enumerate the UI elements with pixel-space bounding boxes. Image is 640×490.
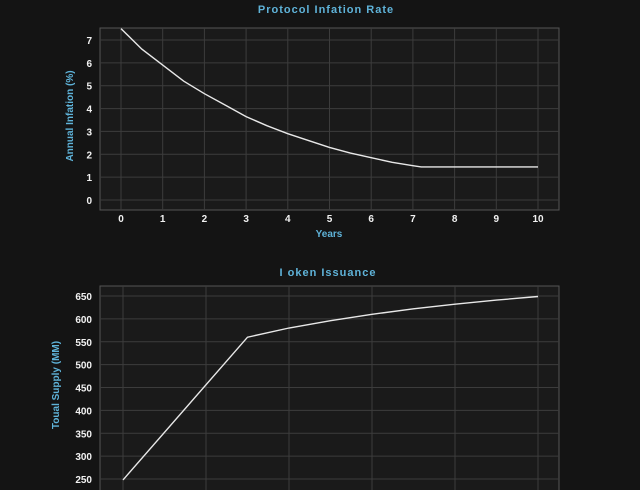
inflation-x-ticks: 0 1 2 3 4 5 6 7 8 9 10 (118, 214, 544, 225)
inflation-chart-title: Protocol Infation Rate (258, 4, 394, 16)
inflation-x-axis-label: Years (316, 229, 343, 240)
issuance-y-axis-label: Toual Supply (MM) (51, 341, 62, 429)
issuance-y-tick-label: 650 (75, 292, 92, 303)
inflation-y-tick-label: 4 (86, 105, 92, 116)
inflation-x-tick-label: 5 (327, 214, 333, 225)
issuance-grid (100, 286, 559, 490)
issuance-y-tick-label: 500 (75, 361, 92, 372)
issuance-y-tick-label: 400 (75, 406, 92, 417)
inflation-grid (100, 28, 559, 210)
inflation-y-ticks: 0 1 2 3 4 5 6 7 (86, 36, 92, 207)
total-supply-line (122, 295, 539, 481)
inflation-x-tick-label: 4 (285, 214, 291, 225)
inflation-x-tick-label: 1 (160, 214, 166, 225)
issuance-y-tick-label: 550 (75, 338, 92, 349)
issuance-chart-title: I oken Issuance (280, 267, 377, 279)
issuance-y-tick-label: 300 (75, 452, 92, 463)
inflation-y-tick-label: 0 (86, 196, 92, 207)
inflation-x-tick-label: 9 (494, 214, 500, 225)
inflation-x-tick-label: 2 (202, 214, 208, 225)
inflation-rate-line (120, 28, 538, 168)
inflation-y-tick-label: 7 (86, 36, 92, 47)
issuance-y-tick-label: 450 (75, 384, 92, 395)
inflation-y-tick-label: 6 (86, 59, 92, 70)
inflation-y-tick-label: 5 (86, 82, 92, 93)
inflation-x-tick-label: 10 (532, 214, 544, 225)
inflation-y-axis-label: Annual Infation (%) (65, 70, 76, 161)
issuance-y-tick-label: 250 (75, 475, 92, 486)
issuance-y-tick-label: 600 (75, 315, 92, 326)
issuance-y-tick-label: 350 (75, 429, 92, 440)
inflation-y-tick-label: 3 (86, 127, 92, 138)
inflation-chart: Protocol Infation Rate Years Annual Infa… (65, 4, 560, 240)
inflation-x-tick-label: 7 (410, 214, 416, 225)
inflation-y-tick-label: 1 (86, 173, 92, 184)
inflation-x-tick-label: 6 (368, 214, 374, 225)
inflation-x-tick-label: 3 (243, 214, 249, 225)
issuance-chart: I oken Issuance Toual Supply (MM) 250 300… (51, 267, 560, 490)
inflation-x-tick-label: 0 (118, 214, 124, 225)
inflation-x-tick-label: 8 (452, 214, 458, 225)
issuance-y-ticks: 250 300 350 400 450 500 550 600 650 (75, 292, 92, 486)
inflation-y-tick-label: 2 (86, 150, 92, 161)
